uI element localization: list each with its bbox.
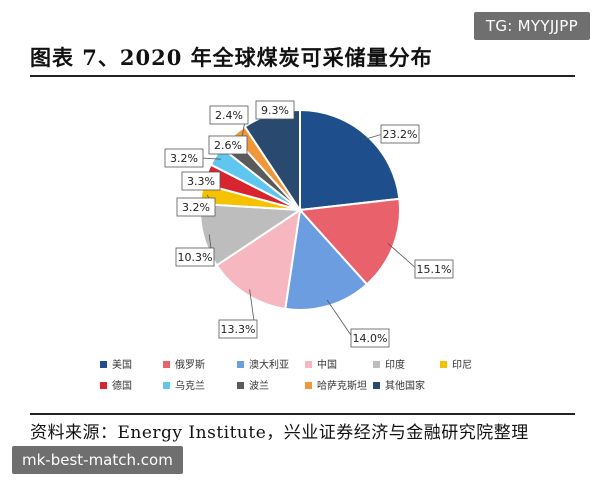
data-label: 3.2% — [182, 201, 210, 214]
legend-label: 波兰 — [249, 379, 269, 392]
legend-label: 印度 — [385, 358, 405, 371]
watermark-tag-top: TG: MYYJJPP — [473, 12, 590, 40]
legend-label: 印尼 — [452, 359, 472, 371]
data-label: 10.3% — [178, 251, 213, 264]
pie-slice — [215, 207, 302, 311]
source-note: 资料来源：Energy Institute，兴业证券经济与金融研究院整理 — [30, 423, 529, 443]
legend-swatch — [237, 382, 244, 389]
data-label-box — [181, 171, 221, 191]
legend-swatch — [373, 361, 380, 368]
pie-slices — [199, 108, 401, 311]
legend-swatch — [163, 382, 170, 389]
data-label: 3.3% — [187, 175, 215, 188]
data-label: 9.3% — [261, 104, 289, 117]
legend-label: 俄罗斯 — [175, 358, 205, 371]
legend-label: 其他国家 — [385, 379, 425, 392]
data-label-box — [414, 259, 454, 279]
data-label: 2.6% — [214, 139, 242, 152]
data-label-box — [175, 247, 215, 267]
legend-swatch — [237, 361, 244, 368]
data-label-box — [209, 105, 249, 125]
legend-label: 美国 — [112, 358, 132, 371]
label-leader-line — [201, 157, 221, 160]
legend-label: 中国 — [317, 358, 337, 371]
pie-slice — [284, 207, 369, 311]
legend-label: 德国 — [112, 379, 132, 392]
data-label: 13.3% — [221, 323, 256, 336]
watermark-tag-bottom: mk-best-match.com — [12, 446, 183, 474]
label-leader-line — [387, 243, 418, 270]
data-label-box — [176, 197, 216, 217]
data-label-box — [350, 328, 390, 348]
data-label-box — [164, 148, 204, 168]
data-label: 14.0% — [353, 332, 388, 345]
legend-swatch — [100, 361, 107, 368]
legend-swatch — [305, 361, 312, 368]
label-leader-line — [362, 133, 384, 141]
legend-swatch — [100, 382, 107, 389]
legend-swatch — [373, 382, 380, 389]
data-labels: 23.2% 15.1% 14.0% 13.3% 10.3% 3.2% 3.3% 3.2% 2.6… — [164, 100, 454, 348]
legend-label: 乌克兰 — [175, 379, 205, 392]
data-label: 3.2% — [170, 152, 198, 165]
pie-slice — [299, 108, 401, 212]
data-label: 2.4% — [215, 109, 243, 122]
data-label-box — [255, 100, 295, 120]
data-label: 23.2% — [383, 128, 418, 141]
legend-label: 澳大利亚 — [249, 358, 289, 371]
chart-title: 图表 7、2020 年全球煤炭可采储量分布 — [30, 45, 433, 70]
legend-swatch — [305, 382, 312, 389]
legend-label: 哈萨克斯坦 — [317, 379, 367, 392]
pie-slice — [297, 197, 401, 286]
data-label-box — [218, 319, 258, 339]
label-leader-line — [326, 299, 354, 339]
data-label: 15.1% — [417, 263, 452, 276]
legend-swatch — [163, 361, 170, 368]
legend-swatch — [440, 361, 447, 368]
source-divider — [30, 413, 575, 415]
data-label-box — [380, 124, 420, 144]
data-label-box — [208, 135, 248, 155]
title-divider — [30, 75, 575, 77]
